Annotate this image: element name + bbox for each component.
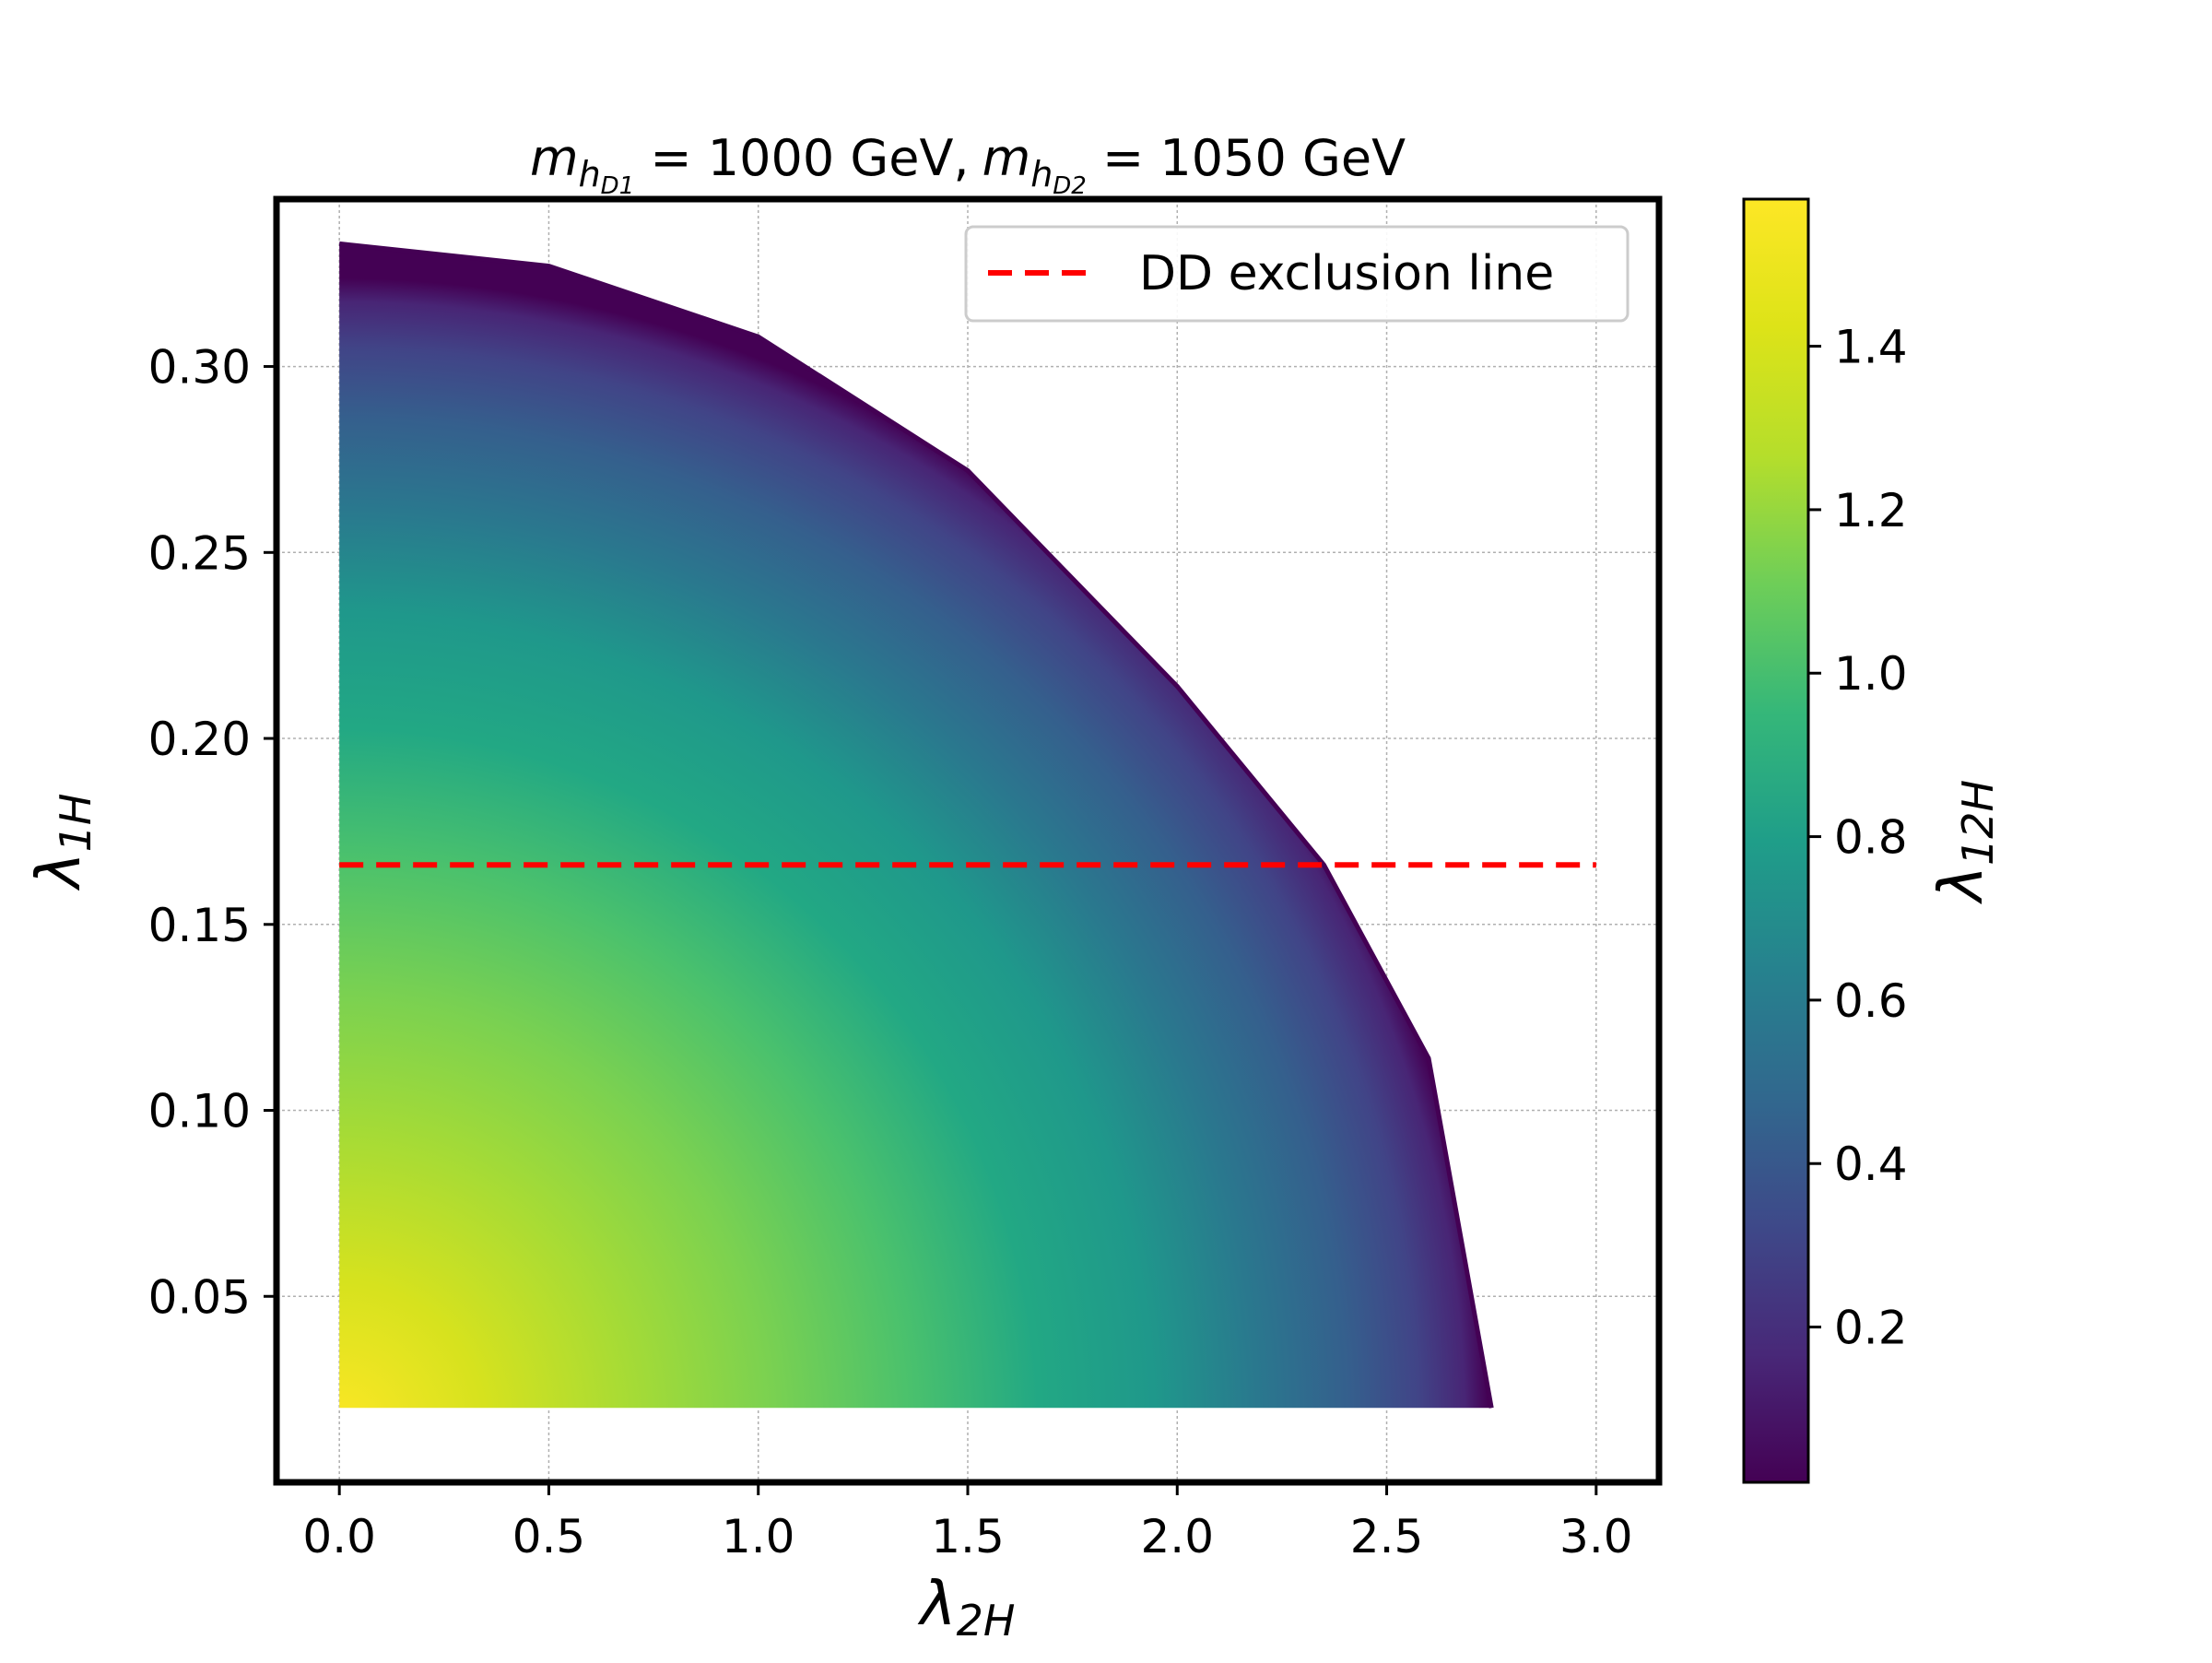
scatter-region-fill (339, 243, 1492, 1409)
x-tick-label: 0.0 (302, 1510, 376, 1563)
x-tick-label: 1.5 (931, 1510, 1005, 1563)
x-tick-label: 1.0 (722, 1510, 795, 1563)
x-axis-title: λ2H (918, 1568, 1016, 1645)
colorbar: 0.2 0.4 0.6 0.8 1.0 1.2 1.4 λ12H (1742, 197, 2003, 1484)
y-tick-label: 0.20 (148, 713, 251, 766)
colorbar-title: λ12H (1925, 780, 2003, 904)
y-tick-label: 0.05 (148, 1270, 251, 1324)
x-tick-label: 0.5 (512, 1510, 586, 1563)
colorbar-ticks: 0.2 0.4 0.6 0.8 1.0 1.2 1.4 (1808, 321, 1908, 1355)
colorbar-tick-label: 0.4 (1834, 1138, 1908, 1191)
colorbar-tick-label: 1.4 (1834, 321, 1908, 374)
colorbar-tick-label: 1.2 (1834, 484, 1908, 537)
y-axis: 0.05 0.10 0.15 0.20 0.25 0.30 (148, 341, 276, 1324)
y-tick-label: 0.25 (148, 526, 251, 580)
colorbar-tick-label: 0.6 (1834, 974, 1908, 1028)
x-tick-label: 3.0 (1559, 1510, 1633, 1563)
scatter-region (338, 241, 1494, 1409)
legend-box (964, 225, 1630, 323)
chart-title: mhD1 = 1000 GeV, mhD2 = 1050 GeV (530, 129, 1406, 200)
legend-label: DD exclusion line (1139, 246, 1554, 301)
x-tick-label: 2.5 (1350, 1510, 1424, 1563)
y-tick-label: 0.15 (148, 899, 251, 952)
colorbar-tick-label: 0.2 (1834, 1302, 1908, 1355)
y-axis-title: λ1H (23, 794, 100, 891)
scatter-region-edge (338, 241, 1494, 1409)
x-tick-label: 2.0 (1141, 1510, 1215, 1563)
colorbar-tick-label: 1.0 (1834, 647, 1908, 701)
y-tick-label: 0.10 (148, 1085, 251, 1138)
x-axis: 0.0 0.5 1.0 1.5 2.0 2.5 3.0 (302, 1482, 1633, 1563)
colorbar-gradient (1742, 197, 1810, 1484)
colorbar-tick-label: 0.8 (1834, 811, 1908, 865)
y-tick-label: 0.30 (148, 341, 251, 395)
legend: DD exclusion line (964, 225, 1630, 323)
